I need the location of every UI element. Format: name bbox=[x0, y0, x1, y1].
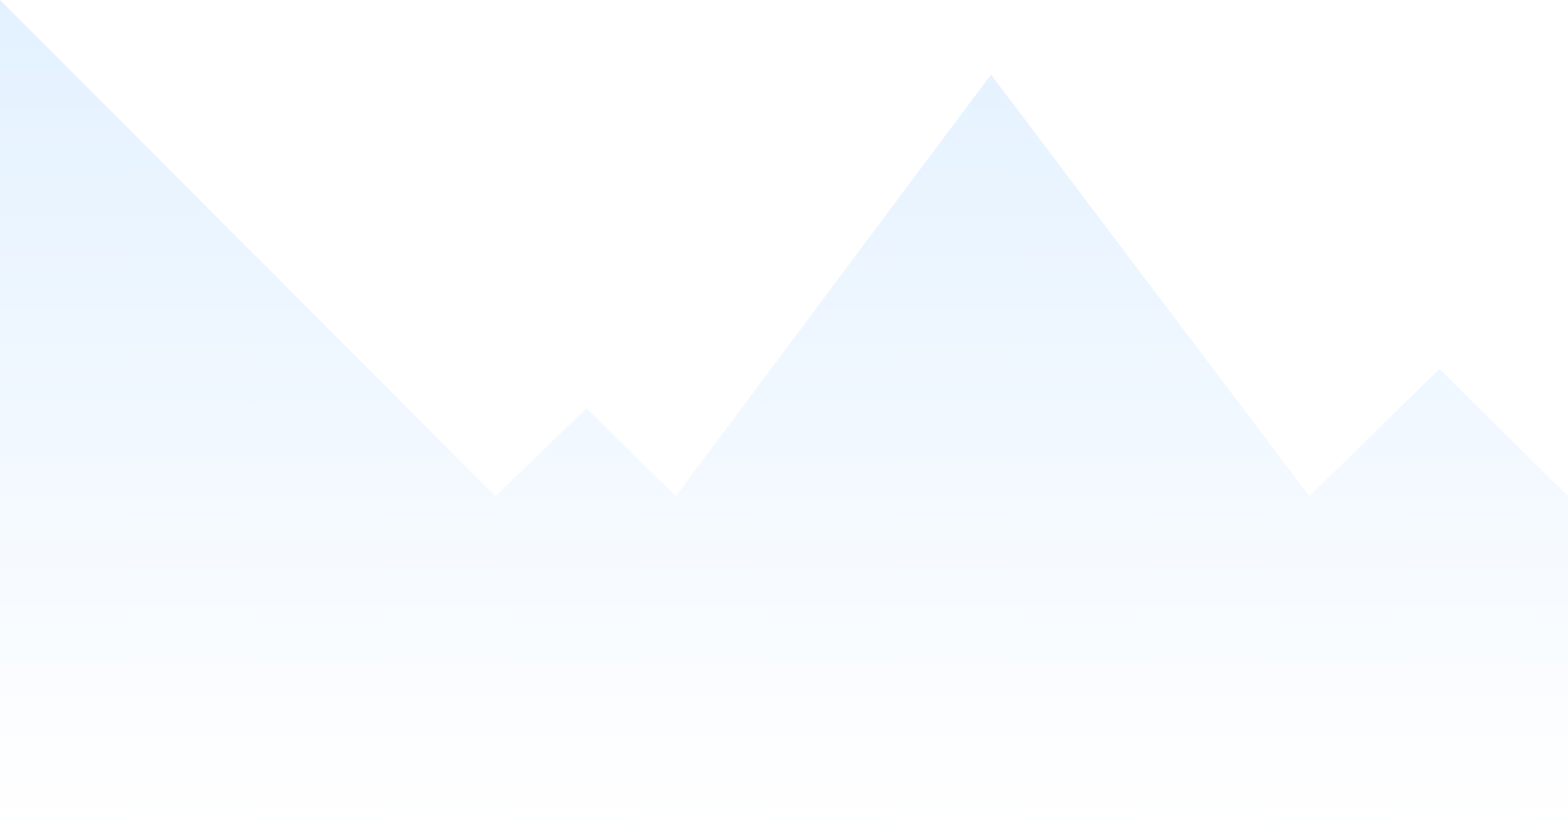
area-series-0 bbox=[0, 0, 1568, 832]
series-layer bbox=[0, 0, 1568, 832]
area-chart bbox=[0, 0, 1568, 832]
area-chart-container bbox=[0, 0, 1568, 832]
